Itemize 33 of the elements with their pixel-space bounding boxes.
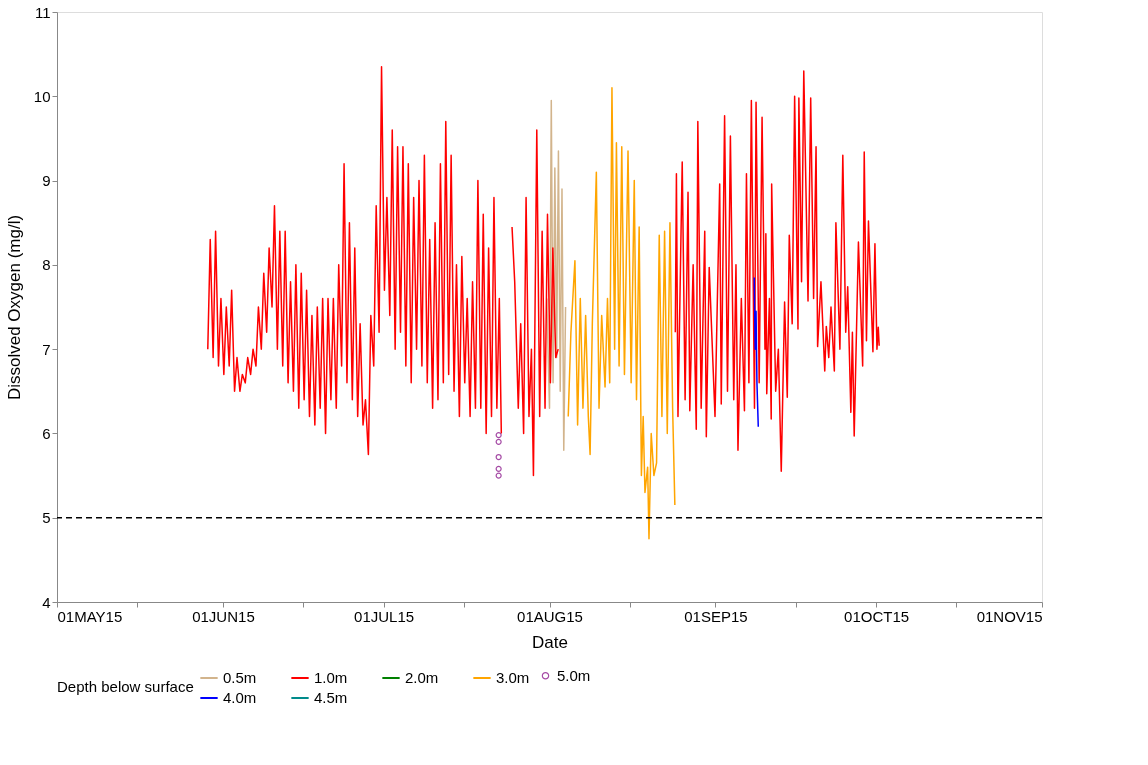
x-axis-title: Date [532, 632, 568, 652]
line-series [567, 87, 676, 540]
x-tick-label: 01AUG15 [517, 607, 583, 625]
line-series [753, 276, 760, 428]
x-tick-label: 01JUN15 [192, 607, 255, 625]
legend-label: 3.0m [496, 669, 530, 686]
legend-label: 4.0m [223, 689, 257, 706]
legend-label: 2.0m [405, 669, 439, 686]
y-axis-title: Dissolved Oxygen (mg/l) [4, 214, 24, 401]
y-tick-label: 9 [42, 172, 51, 190]
x-tick-label: 01SEP15 [684, 607, 748, 625]
legend-label: 0.5m [223, 669, 257, 686]
x-tick-label: 01NOV15 [976, 607, 1043, 625]
y-tick-label: 10 [33, 87, 51, 105]
x-tick-label: 01JUL15 [354, 607, 415, 625]
y-tick-label: 7 [42, 340, 51, 358]
y-tick-label: 4 [42, 593, 51, 611]
y-tick-label: 6 [42, 424, 51, 442]
point [495, 438, 502, 445]
line-series [546, 99, 567, 452]
y-tick-label: 11 [34, 3, 51, 21]
point [495, 472, 502, 479]
legend-title: Depth below surface [57, 678, 194, 695]
x-tick-label: 01OCT15 [844, 607, 910, 625]
point [495, 453, 502, 461]
point [495, 432, 502, 439]
legend-label: 4.5m [314, 689, 348, 706]
x-tick-label: 01MAY15 [57, 607, 123, 625]
y-tick-label: 5 [42, 509, 51, 527]
legend-label: 1.0m [314, 669, 348, 686]
point [495, 465, 502, 472]
y-tick-label: 8 [42, 256, 51, 274]
legend-label: 5.0m [557, 666, 591, 684]
